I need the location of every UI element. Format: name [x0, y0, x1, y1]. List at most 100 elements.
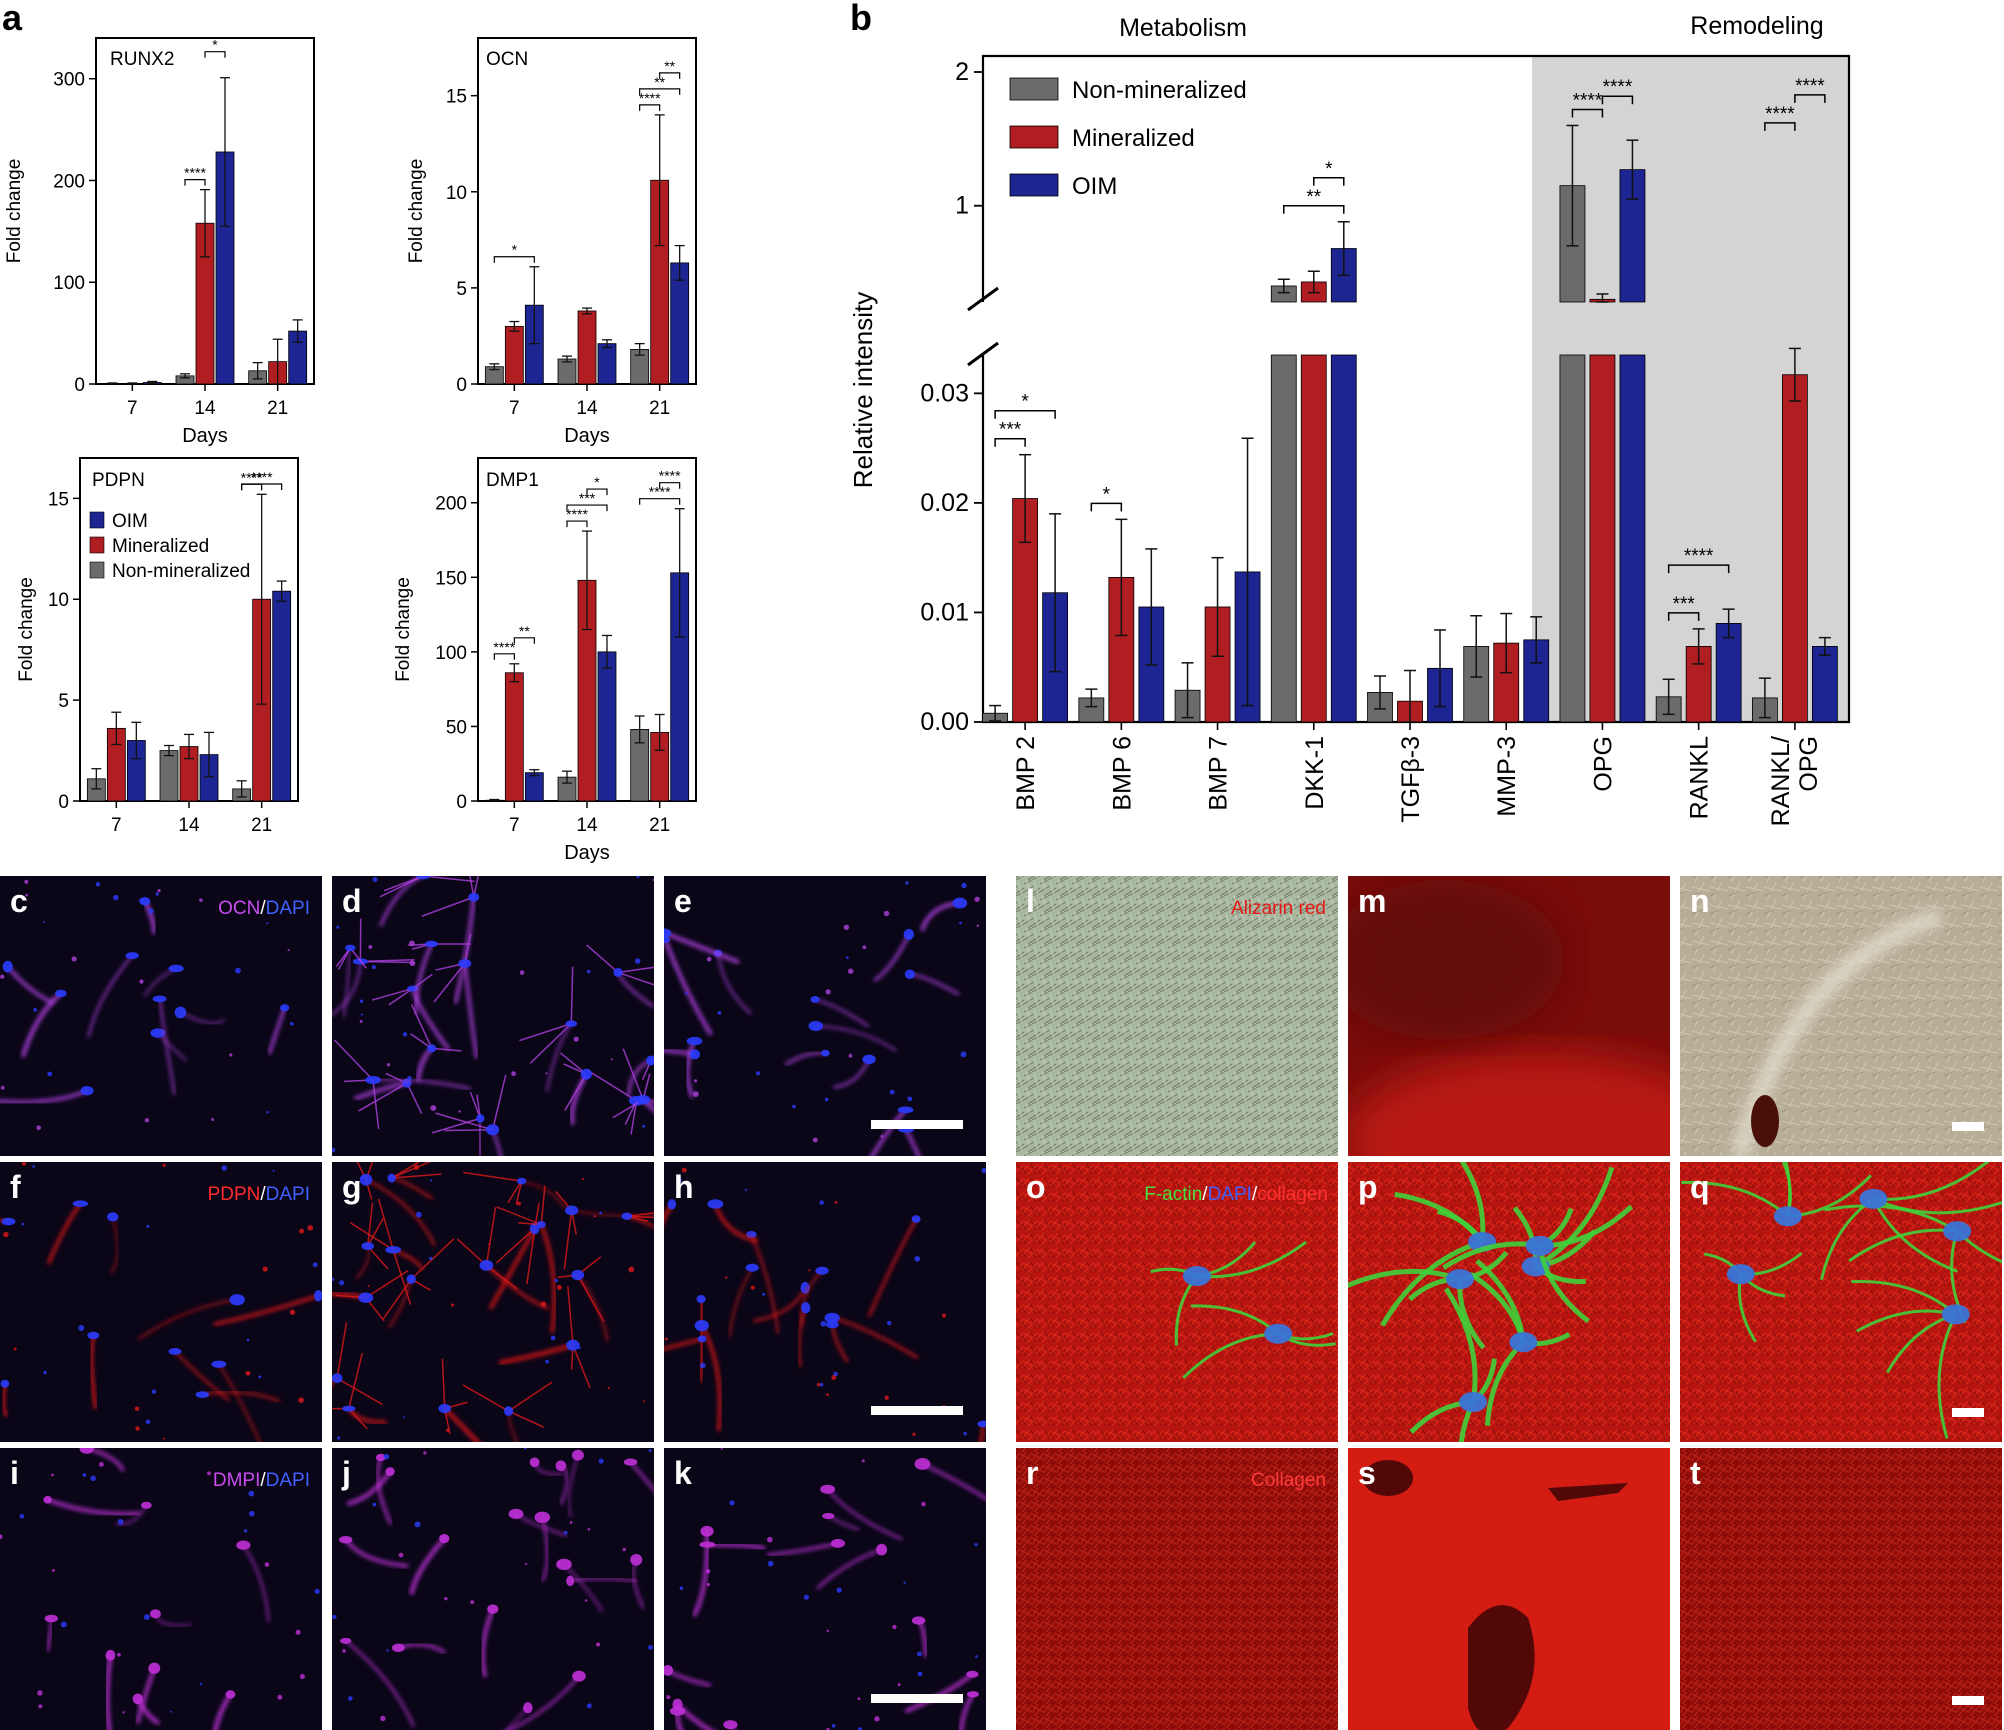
cell-process	[716, 953, 752, 1015]
nucleus	[820, 1484, 836, 1494]
cell-process	[496, 1206, 542, 1226]
speckle	[705, 1568, 711, 1574]
cell-process	[729, 1267, 753, 1337]
speckle	[642, 1124, 646, 1128]
speckle	[368, 945, 373, 949]
speckle	[675, 1177, 682, 1184]
cell-process	[365, 1162, 374, 1180]
nucleus	[141, 1501, 152, 1509]
stain-glow	[1348, 1052, 1670, 1156]
speckle	[824, 1097, 829, 1102]
background	[1016, 1162, 1338, 1442]
speckle	[423, 1451, 427, 1455]
nucleus	[487, 1604, 499, 1614]
cell-process	[332, 1377, 338, 1386]
speckle	[266, 1110, 269, 1114]
background	[0, 1448, 322, 1730]
speckle	[402, 1032, 408, 1037]
speckle	[820, 1320, 827, 1327]
stain-label-part: DAPI	[266, 1184, 310, 1205]
actin-fiber	[1534, 1166, 1615, 1269]
stain-dark	[1348, 880, 1565, 1040]
speckle	[52, 1568, 55, 1572]
legend-label: Mineralized	[1072, 125, 1195, 152]
cell-process	[409, 1537, 446, 1595]
speckle	[892, 1624, 897, 1630]
speckle	[843, 924, 850, 930]
cell-process	[495, 1227, 536, 1264]
cell-process	[382, 1278, 412, 1320]
stain-label-part: /	[260, 898, 266, 919]
cell-process	[332, 961, 362, 1016]
speckle	[756, 1071, 761, 1076]
speckle	[862, 945, 867, 950]
x-tick-label: BMP 7	[1205, 736, 1233, 811]
micrograph-content	[332, 1162, 654, 1442]
nucleus	[746, 1230, 757, 1239]
panel-letter-a: a	[2, 0, 23, 38]
cell-process	[480, 1608, 495, 1678]
significance-bracket	[639, 88, 681, 95]
speckle	[959, 921, 962, 925]
nucleus	[479, 1260, 494, 1271]
speckle	[299, 1228, 305, 1234]
cell-process	[664, 1048, 696, 1057]
axis-break-mark	[967, 341, 999, 367]
significance-bracket	[1764, 122, 1796, 131]
cell-process	[1, 1383, 9, 1418]
speckle	[372, 877, 378, 883]
cell-process	[921, 1462, 986, 1501]
cell-process	[392, 1249, 412, 1305]
nucleus	[646, 1055, 654, 1066]
nucleus	[555, 1460, 567, 1472]
speckle	[336, 925, 340, 929]
scale-bar	[1952, 1696, 1984, 1705]
dark-void	[1363, 1460, 1413, 1496]
speckle	[717, 1011, 722, 1015]
speckle	[99, 1462, 104, 1467]
y-tick-label: 2	[955, 58, 969, 86]
nucleus	[503, 1406, 514, 1416]
micrograph-l: Alizarin red l	[1016, 876, 1338, 1156]
speckle	[573, 1036, 579, 1042]
y-tick-label: 0	[58, 792, 69, 813]
cell-process	[570, 966, 574, 1024]
cell-process	[519, 1022, 572, 1042]
cell-process	[135, 1667, 157, 1724]
speckle	[961, 882, 967, 889]
bar-oim	[524, 772, 544, 802]
legend-swatch	[89, 511, 105, 529]
cell-process	[423, 876, 475, 883]
nucleus	[391, 1643, 405, 1652]
y-tick-label: 0	[74, 375, 85, 396]
speckle	[0, 1085, 5, 1090]
nucleus	[699, 1541, 716, 1548]
speckle	[37, 1690, 43, 1696]
background	[1016, 876, 1338, 1156]
nucleus	[87, 1331, 100, 1340]
micrograph-content	[664, 1162, 986, 1442]
speckle	[211, 1118, 215, 1121]
speckle	[415, 1211, 422, 1218]
stain-label-part: collagen	[1257, 1184, 1328, 1205]
bar-oim	[1619, 354, 1646, 723]
speckle	[803, 1594, 810, 1600]
speckle	[139, 979, 144, 984]
cell-process	[367, 1245, 389, 1270]
cell-process	[137, 1298, 238, 1340]
speckle	[339, 1280, 345, 1286]
speckle	[914, 1255, 921, 1262]
speckle	[587, 1528, 591, 1531]
speckle	[556, 1284, 562, 1290]
x-tick-label: OPG	[1589, 736, 1617, 792]
significance-label: ****	[1603, 77, 1633, 98]
panel-letter-h: h	[674, 1169, 694, 1205]
significance-label: *	[1021, 392, 1029, 413]
nucleus	[821, 1049, 830, 1057]
significance-label: *	[594, 474, 600, 490]
nucleus	[1459, 1392, 1488, 1413]
speckle	[117, 1519, 124, 1525]
nucleus	[911, 1616, 926, 1625]
cell-process	[433, 963, 466, 1003]
speckle	[884, 1395, 889, 1400]
